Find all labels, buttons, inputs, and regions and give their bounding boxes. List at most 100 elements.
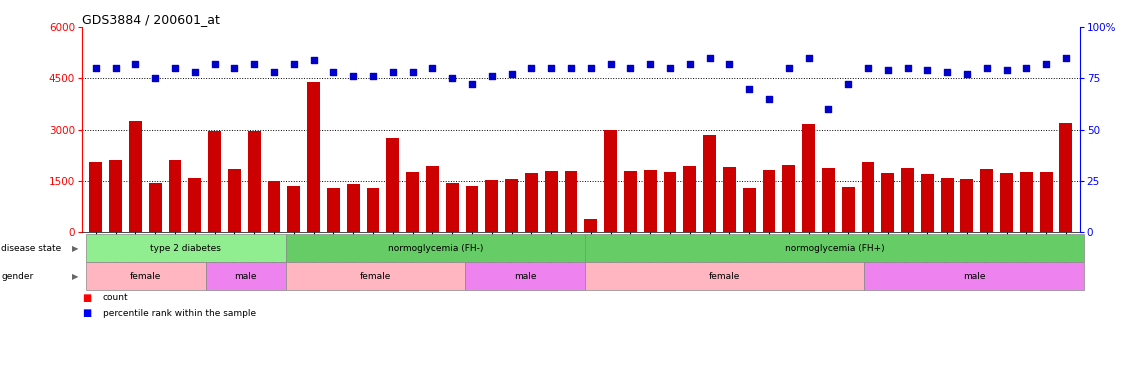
- Point: [601, 61, 620, 67]
- Point: [443, 75, 461, 81]
- Bar: [248, 131, 261, 232]
- Point: [859, 65, 877, 71]
- Bar: [208, 131, 221, 232]
- Point: [344, 73, 362, 79]
- Text: percentile rank within the sample: percentile rank within the sample: [103, 309, 255, 318]
- Bar: [149, 183, 162, 232]
- Text: ▶: ▶: [72, 244, 79, 253]
- Text: ▶: ▶: [72, 272, 79, 281]
- Bar: [308, 82, 320, 232]
- Bar: [822, 168, 835, 232]
- Point: [107, 65, 125, 71]
- Point: [502, 71, 521, 77]
- Text: ■: ■: [82, 293, 91, 303]
- Point: [384, 69, 402, 75]
- Point: [740, 86, 759, 92]
- Point: [800, 55, 818, 61]
- Text: ■: ■: [82, 308, 91, 318]
- Text: male: male: [235, 272, 257, 281]
- Point: [265, 69, 284, 75]
- Bar: [941, 178, 953, 232]
- Bar: [861, 162, 875, 232]
- Point: [542, 65, 560, 71]
- Point: [977, 65, 995, 71]
- Text: male: male: [514, 272, 536, 281]
- Bar: [901, 168, 913, 232]
- Bar: [90, 162, 103, 232]
- Bar: [1000, 174, 1013, 232]
- Point: [918, 67, 936, 73]
- Point: [87, 65, 105, 71]
- Point: [462, 81, 481, 88]
- Point: [562, 65, 580, 71]
- Point: [205, 61, 223, 67]
- Text: type 2 diabetes: type 2 diabetes: [150, 244, 221, 253]
- Bar: [723, 167, 736, 232]
- Text: female: female: [708, 272, 740, 281]
- Bar: [386, 138, 400, 232]
- Bar: [921, 174, 934, 232]
- Text: disease state: disease state: [1, 244, 62, 253]
- Point: [878, 67, 896, 73]
- Bar: [327, 188, 339, 232]
- Point: [998, 67, 1016, 73]
- Point: [304, 57, 322, 63]
- Point: [621, 65, 639, 71]
- Point: [839, 81, 858, 88]
- Bar: [644, 170, 656, 232]
- Text: normoglycemia (FH+): normoglycemia (FH+): [785, 244, 884, 253]
- Bar: [1059, 123, 1072, 232]
- Bar: [228, 169, 240, 232]
- Bar: [683, 166, 696, 232]
- Point: [166, 65, 185, 71]
- Point: [226, 65, 244, 71]
- Bar: [1019, 172, 1033, 232]
- Bar: [466, 186, 478, 232]
- Bar: [525, 173, 538, 232]
- Bar: [129, 121, 142, 232]
- Point: [1017, 65, 1035, 71]
- Text: gender: gender: [1, 272, 33, 281]
- Point: [899, 65, 917, 71]
- Bar: [346, 184, 360, 232]
- Bar: [624, 171, 637, 232]
- Bar: [703, 135, 716, 232]
- Bar: [802, 124, 816, 232]
- Point: [523, 65, 541, 71]
- Point: [1057, 55, 1075, 61]
- Bar: [743, 188, 755, 232]
- Point: [285, 61, 303, 67]
- Point: [245, 61, 263, 67]
- Bar: [367, 189, 379, 232]
- Bar: [604, 130, 617, 232]
- Bar: [169, 161, 181, 232]
- Bar: [407, 172, 419, 232]
- Bar: [842, 187, 854, 232]
- Point: [700, 55, 719, 61]
- Point: [126, 61, 145, 67]
- Point: [325, 69, 343, 75]
- Point: [582, 65, 600, 71]
- Point: [720, 61, 738, 67]
- Bar: [584, 219, 597, 232]
- Bar: [565, 170, 577, 232]
- Point: [681, 61, 699, 67]
- Point: [1036, 61, 1055, 67]
- Bar: [544, 170, 558, 232]
- Bar: [426, 166, 439, 232]
- Bar: [882, 174, 894, 232]
- Text: female: female: [360, 272, 391, 281]
- Point: [939, 69, 957, 75]
- Point: [779, 65, 797, 71]
- Bar: [485, 180, 498, 232]
- Point: [483, 73, 501, 79]
- Bar: [268, 181, 280, 232]
- Bar: [445, 183, 459, 232]
- Text: count: count: [103, 293, 128, 303]
- Bar: [188, 177, 202, 232]
- Text: male: male: [962, 272, 985, 281]
- Bar: [762, 170, 776, 232]
- Point: [146, 75, 164, 81]
- Point: [760, 96, 778, 102]
- Text: female: female: [130, 272, 162, 281]
